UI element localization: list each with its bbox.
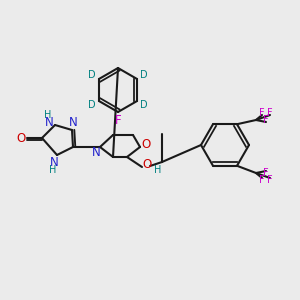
Text: F: F: [263, 168, 269, 178]
Text: D: D: [88, 70, 96, 80]
Text: O: O: [16, 131, 26, 145]
Text: F: F: [259, 175, 265, 185]
Text: O: O: [141, 137, 151, 151]
Text: F: F: [267, 108, 273, 118]
Text: D: D: [88, 100, 96, 110]
Text: H: H: [49, 165, 57, 175]
Text: F: F: [267, 175, 273, 185]
Text: D: D: [140, 70, 148, 80]
Text: H: H: [154, 165, 162, 175]
Text: F: F: [259, 108, 265, 118]
Text: D: D: [140, 100, 148, 110]
Text: N: N: [50, 155, 58, 169]
Text: O: O: [142, 158, 152, 170]
Text: H: H: [44, 110, 52, 120]
Text: F: F: [263, 115, 269, 125]
Text: N: N: [69, 116, 77, 130]
Text: F: F: [115, 115, 121, 128]
Text: N: N: [45, 116, 53, 130]
Text: N: N: [92, 146, 100, 160]
